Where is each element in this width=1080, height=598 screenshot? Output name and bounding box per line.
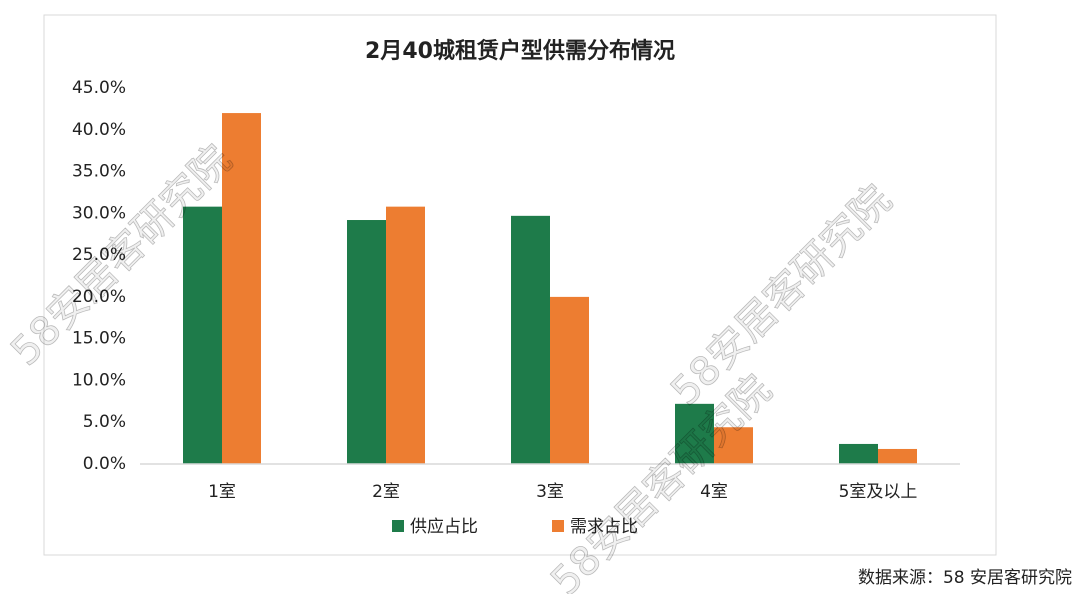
y-tick-label: 40.0%	[72, 120, 126, 140]
bar	[183, 206, 222, 464]
y-tick-label: 15.0%	[72, 329, 126, 349]
y-tick-label: 45.0%	[72, 78, 126, 98]
y-tick-label: 30.0%	[72, 203, 126, 223]
legend-swatch	[392, 520, 404, 532]
bar	[222, 113, 261, 465]
bar	[675, 403, 714, 464]
x-tick-label: 4室	[700, 482, 728, 502]
y-tick-label: 5.0%	[83, 412, 126, 432]
bar	[386, 206, 425, 464]
x-tick-label: 2室	[372, 482, 400, 502]
y-tick-label: 25.0%	[72, 245, 126, 265]
y-tick-label: 20.0%	[72, 287, 126, 307]
bar	[511, 215, 550, 464]
legend-swatch	[552, 520, 564, 532]
legend-label: 需求占比	[570, 517, 638, 537]
bar	[839, 443, 878, 464]
y-tick-label: 0.0%	[83, 454, 126, 474]
bar	[347, 220, 386, 464]
legend-label: 供应占比	[410, 517, 478, 537]
x-tick-label: 5室及以上	[839, 482, 918, 502]
bar	[550, 296, 589, 464]
x-tick-label: 1室	[208, 482, 236, 502]
chart-title: 2月40城租赁户型供需分布情况	[365, 38, 675, 64]
y-tick-label: 10.0%	[72, 370, 126, 390]
source-note: 数据来源：58 安居客研究院	[858, 568, 1072, 588]
bar	[714, 427, 753, 464]
bar	[878, 448, 917, 464]
y-tick-label: 35.0%	[72, 162, 126, 182]
x-tick-label: 3室	[536, 482, 564, 502]
